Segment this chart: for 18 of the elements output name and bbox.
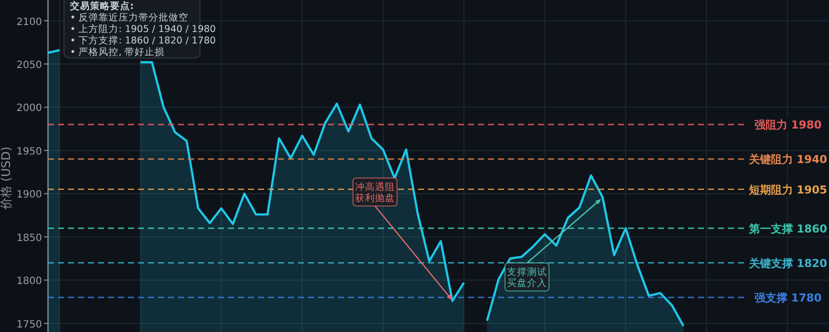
y-tick-label: 2000: [16, 103, 42, 114]
y-tick-label: 1950: [16, 146, 42, 158]
y-tick-label: 2100: [16, 16, 42, 28]
y-tick-label: 1750: [16, 319, 42, 330]
ref-line-label: 关键阻力 1940: [748, 153, 828, 166]
annotation: 支撑测试买盘介入: [507, 266, 547, 289]
annotation: 冲高遇阻获利抛盘: [355, 181, 395, 204]
ref-line-label: 第一支撑 1860: [748, 222, 828, 236]
y-tick-label: 1800: [16, 276, 42, 288]
y-axis-title: 价格 (USD): [0, 146, 13, 210]
ref-line-label: 关键支撑 1820: [748, 256, 828, 270]
y-tick-label: 1850: [16, 232, 42, 244]
ref-line-label: 强阻力 1980: [754, 118, 822, 132]
y-tick-label: 2050: [16, 60, 42, 71]
y-tick-label: 1900: [16, 190, 42, 201]
annotation: 交易策略要点: • 反弹靠近压力带分批做空 • 上方阻力: 1905 / 1940 / 1980 • 下方支撑: 1860 / 1820 / 1780 • 严格风控, 带好止损: [69, 0, 216, 58]
ref-line-label: 强支撑 1780: [754, 291, 822, 304]
ref-line-label: 短期阻力 1905: [748, 183, 828, 196]
